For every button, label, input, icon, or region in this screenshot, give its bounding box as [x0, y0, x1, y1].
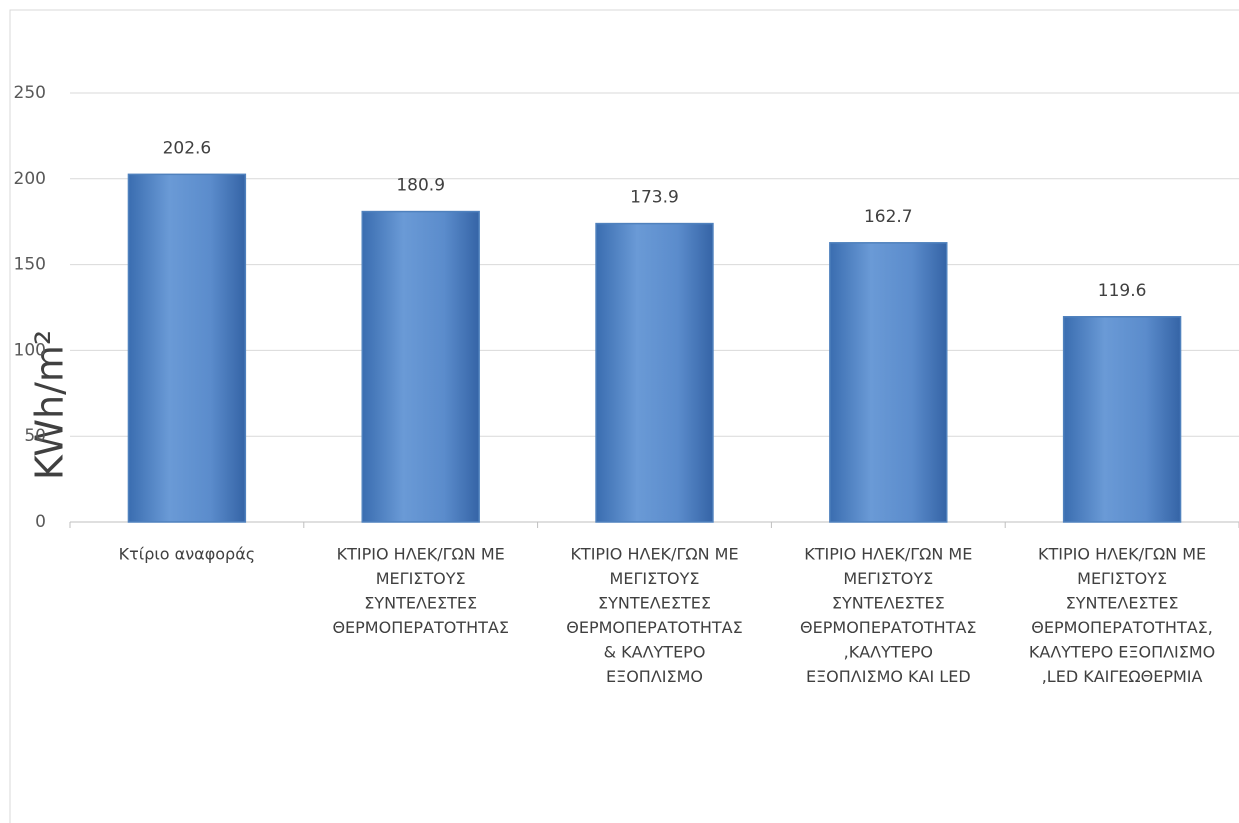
bar	[361, 210, 480, 523]
data-label: 162.7	[864, 207, 913, 227]
x-tick-label: ΚΤΙΡΙΟ ΗΛΕΚ/ΓΩΝ ΜΕ	[570, 545, 738, 564]
x-tick-label: ΣΥΝΤΕΛΕΣΤΕΣ	[832, 594, 945, 613]
data-label: 119.6	[1098, 281, 1147, 301]
data-label: 202.6	[163, 138, 212, 158]
x-tick-label: ΘΕΡΜΟΠΕΡΑΤΟΤΗΤΑΣ	[800, 618, 976, 637]
chart-frame	[9, 9, 1239, 823]
bar	[595, 222, 714, 523]
x-tick-label: ΜΕΓΙΣΤΟΥΣ	[610, 569, 700, 588]
x-tick-label: ΘΕΡΜΟΠΕΡΑΤΟΤΗΤΑΣ,	[1031, 618, 1213, 637]
y-tick-label: 200	[14, 169, 46, 189]
y-tick-label: 100	[14, 340, 46, 360]
bar	[829, 242, 948, 523]
x-tick-label: ΘΕΡΜΟΠΕΡΑΤΟΤΗΤΑΣ	[566, 618, 742, 637]
y-tick-label: 50	[24, 426, 46, 446]
x-tick-label: ,ΚΑΛΥΤΕΡΟ	[844, 643, 933, 662]
x-tick-label: ΕΞΟΠΛΙΣΜΟ ΚΑΙ LED	[806, 667, 971, 686]
y-axis-label: KWh/m²	[28, 330, 72, 480]
x-tick-label: ΚΤΙΡΙΟ ΗΛΕΚ/ΓΩΝ ΜΕ	[804, 545, 972, 564]
x-tick-label: ΘΕΡΜΟΠΕΡΑΤΟΤΗΤΑΣ	[332, 618, 508, 637]
x-tick-label: ΜΕΓΙΣΤΟΥΣ	[1077, 569, 1167, 588]
x-tick-label: ΕΞΟΠΛΙΣΜΟ	[606, 667, 703, 686]
x-tick-label: ΣΥΝΤΕΛΕΣΤΕΣ	[1066, 594, 1179, 613]
x-tick-label: ΜΕΓΙΣΤΟΥΣ	[376, 569, 466, 588]
data-label: 180.9	[396, 176, 445, 196]
y-tick-label: 250	[14, 83, 46, 103]
x-tick-label: ΜΕΓΙΣΤΟΥΣ	[843, 569, 933, 588]
x-tick-label: ΚΤΙΡΙΟ ΗΛΕΚ/ΓΩΝ ΜΕ	[337, 545, 505, 564]
x-tick-label: ΣΥΝΤΕΛΕΣΤΕΣ	[598, 594, 711, 613]
y-tick-label: 150	[14, 255, 46, 275]
x-tick-label: & ΚΑΛΥΤΕΡΟ	[604, 643, 706, 662]
bar	[1062, 316, 1182, 523]
x-tick-label: ,LED ΚΑΙΓΕΩΘΕΡΜΙΑ	[1042, 667, 1203, 686]
x-tick-label: ΚΑΛΥΤΕΡΟ ΕΞΟΠΛΙΣΜΟ	[1029, 643, 1215, 662]
bar	[127, 173, 247, 523]
x-tick-label: Κτίριο αναφοράς	[119, 545, 255, 564]
x-tick-label: ΚΤΙΡΙΟ ΗΛΕΚ/ΓΩΝ ΜΕ	[1038, 545, 1206, 564]
data-label: 173.9	[630, 188, 679, 208]
y-tick-label: 0	[35, 512, 46, 532]
x-tick-label: ΣΥΝΤΕΛΕΣΤΕΣ	[364, 594, 477, 613]
